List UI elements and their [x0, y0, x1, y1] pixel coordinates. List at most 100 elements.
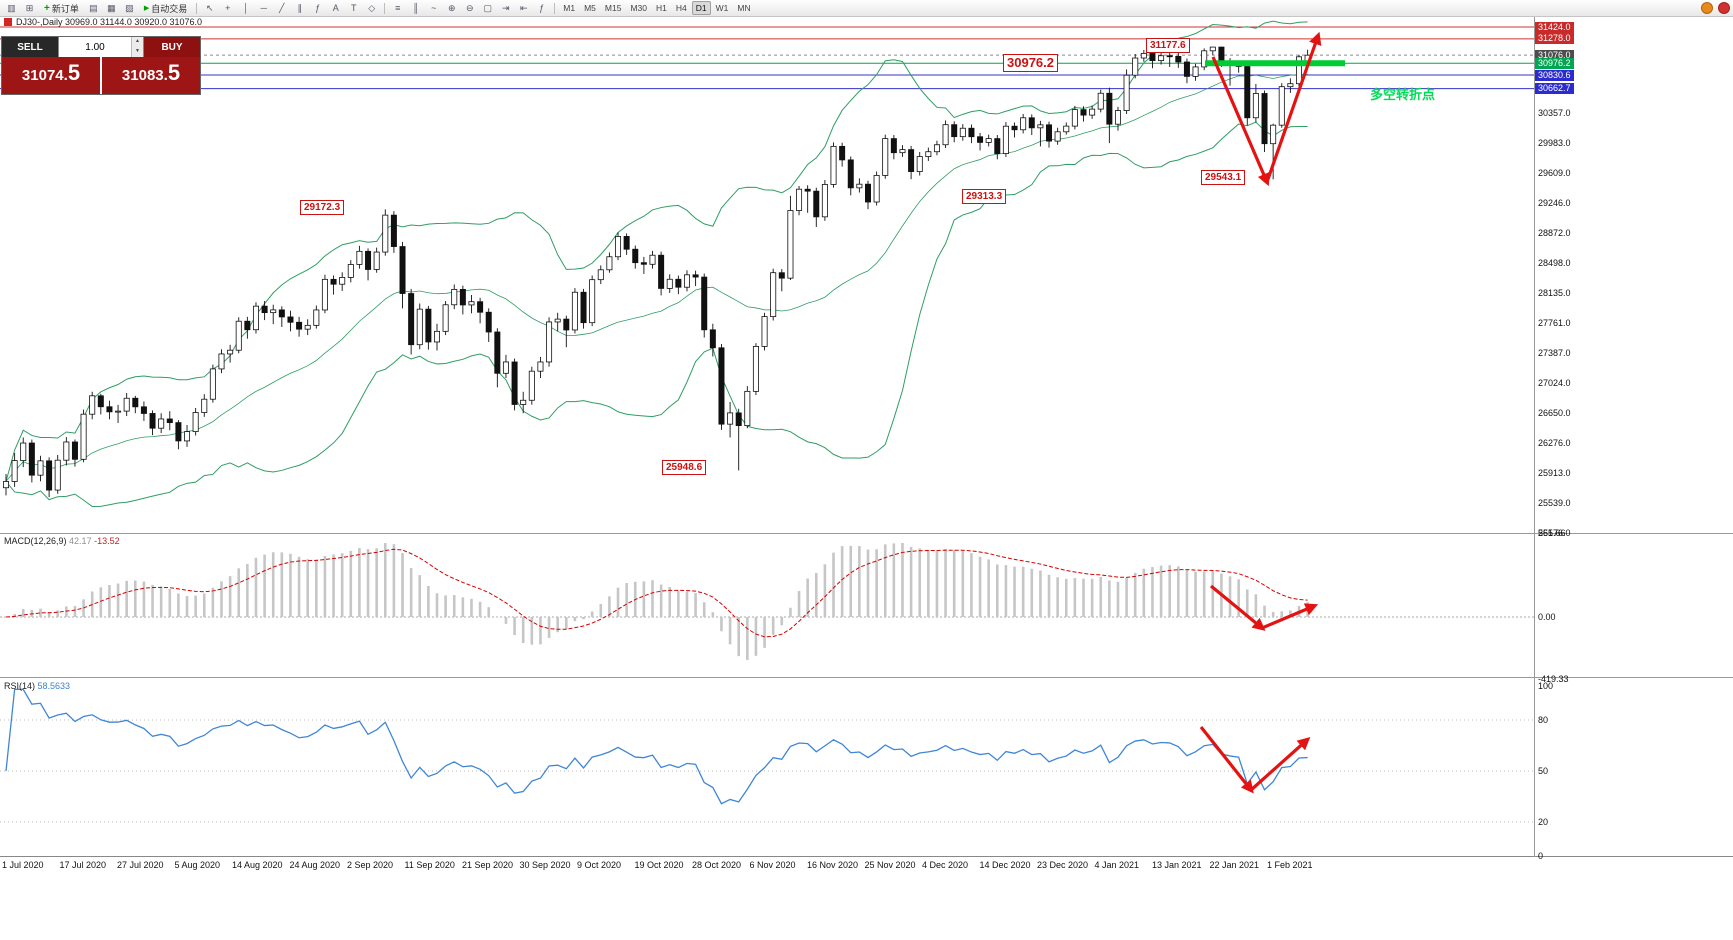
- price-level-tag-red: 31424.0: [1535, 21, 1574, 33]
- sell-price[interactable]: 31074. 5: [2, 57, 100, 94]
- price-annotation[interactable]: 31177.6: [1146, 38, 1190, 53]
- turning-point-note[interactable]: 多空转折点: [1370, 87, 1436, 102]
- rsi-indicator-label: RSI(14) 58.5633: [4, 681, 71, 691]
- line-chart-icon[interactable]: ~: [431, 2, 437, 13]
- rsi-scale-label: 20: [1538, 817, 1549, 827]
- volume-field: ▲ ▼: [58, 37, 144, 57]
- buy-price-main: 31083.: [121, 67, 168, 84]
- sell-button[interactable]: SELL: [2, 37, 58, 57]
- buy-price-big-digit: 5: [167, 60, 181, 85]
- sell-price-big-digit: 5: [67, 60, 81, 85]
- timeframe-m15[interactable]: M15: [604, 3, 622, 13]
- autotrade-button[interactable]: ▶ 自动交易: [139, 1, 192, 15]
- rsi-scale-label: 100: [1538, 681, 1554, 691]
- new-order-button[interactable]: + 新订单: [39, 1, 84, 15]
- timeframe-mn[interactable]: MN: [737, 3, 751, 13]
- date-axis-label: 14 Aug 2020: [232, 860, 283, 870]
- fibonacci-icon[interactable]: ƒ: [315, 2, 321, 13]
- auto-scroll-icon[interactable]: ⇥: [501, 2, 510, 13]
- tile-windows-icon[interactable]: ▢: [483, 2, 493, 13]
- shapes-icon[interactable]: ◇: [368, 2, 376, 13]
- date-axis-label: 2 Sep 2020: [347, 860, 394, 870]
- price-annotation[interactable]: 30976.2: [1003, 54, 1058, 72]
- data-window-icon[interactable]: ▦: [107, 2, 116, 13]
- date-axis-label: 22 Jan 2021: [1209, 860, 1260, 870]
- text-icon[interactable]: A: [332, 2, 339, 13]
- volume-spinner: ▲ ▼: [131, 37, 143, 57]
- volume-increase-button[interactable]: ▲: [132, 37, 143, 47]
- volume-decrease-button[interactable]: ▼: [132, 47, 143, 57]
- community-icon[interactable]: [1701, 2, 1713, 14]
- vertical-line-icon[interactable]: │: [242, 2, 249, 13]
- date-axis-label: 28 Oct 2020: [692, 860, 742, 870]
- crosshair-icon[interactable]: +: [225, 2, 231, 13]
- price-annotation[interactable]: 29172.3: [300, 200, 345, 215]
- timeframe-d1[interactable]: D1: [691, 1, 711, 15]
- date-axis-label: 11 Sep 2020: [404, 860, 455, 870]
- indicators-icon[interactable]: ƒ: [539, 2, 545, 13]
- buy-price[interactable]: 31083. 5: [102, 57, 200, 94]
- view-icon-group: ▤ ▦ ▧: [85, 1, 138, 16]
- navigator-icon[interactable]: ▧: [125, 2, 134, 13]
- horizontal-line-icon[interactable]: ─: [260, 2, 267, 13]
- timeframe-m1[interactable]: M1: [563, 3, 576, 13]
- price-level-tag-blue: 30662.7: [1535, 83, 1574, 95]
- rsi-scale-label: 0: [1538, 851, 1544, 861]
- date-axis-label: 21 Sep 2020: [462, 860, 514, 870]
- file-icon-group: ▥ ⊞: [3, 1, 38, 16]
- new-chart-icon[interactable]: ▥: [7, 2, 16, 13]
- date-axis-label: 24 Aug 2020: [289, 860, 341, 870]
- cursor-icon[interactable]: ↖: [205, 2, 214, 13]
- date-axis-label: 27 Jul 2020: [117, 860, 164, 870]
- timeframe-m30[interactable]: M30: [630, 3, 647, 13]
- buy-button[interactable]: BUY: [144, 37, 200, 57]
- chart-shift-icon[interactable]: ⇤: [519, 2, 528, 13]
- date-axis-label: 25 Nov 2020: [864, 860, 916, 870]
- rsi-scale-label: 50: [1538, 766, 1549, 776]
- rsi-scale-label: 80: [1538, 715, 1549, 725]
- price-scale-label: 29983.0: [1538, 138, 1571, 149]
- zoom-in-icon[interactable]: ⊕: [447, 2, 456, 13]
- price-scale-label: 26650.0: [1538, 408, 1571, 419]
- market-watch-icon[interactable]: ▤: [89, 2, 98, 13]
- price-level-tag-red: 31278.0: [1535, 33, 1574, 45]
- timeframe-m5[interactable]: M5: [584, 3, 596, 13]
- macd-scale-label: 0.00: [1538, 612, 1556, 622]
- price-annotation[interactable]: 29543.1: [1201, 170, 1246, 185]
- chart-icon-group: ≡ ║ ~ ⊕ ⊖ ▢ ⇥ ⇤ ƒ: [389, 1, 550, 16]
- date-axis-label: 6 Nov 2020: [749, 860, 796, 870]
- price-scale-label: 26276.0: [1538, 438, 1571, 449]
- price-level-tag-green: 30976.2: [1535, 57, 1574, 69]
- date-axis-label: 23 Dec 2020: [1037, 860, 1089, 870]
- date-axis-label: 1 Jul 2020: [2, 860, 44, 870]
- zoom-out-icon[interactable]: ⊖: [465, 2, 474, 13]
- date-axis-label: 14 Dec 2020: [979, 860, 1031, 870]
- bar-chart-icon[interactable]: ≡: [395, 2, 401, 13]
- label-icon[interactable]: T: [351, 2, 357, 13]
- trendline-icon[interactable]: ╱: [279, 2, 285, 13]
- timeframe-w1[interactable]: W1: [715, 3, 729, 13]
- price-level-tag-cur: 31076.0: [1535, 49, 1574, 61]
- profiles-icon[interactable]: ⊞: [25, 2, 34, 13]
- price-annotation[interactable]: 25948.6: [662, 460, 707, 475]
- price-scale-label: 25176.0: [1538, 527, 1571, 538]
- timeframe-h4[interactable]: H4: [675, 3, 687, 13]
- plus-icon: +: [44, 2, 50, 14]
- channel-icon[interactable]: ∥: [297, 2, 303, 13]
- price-scale-label: 30357.0: [1538, 107, 1571, 118]
- play-icon: ▶: [143, 5, 150, 12]
- right-icon-group: [1697, 2, 1730, 14]
- toolbar-separator: [196, 2, 198, 14]
- timeframe-h1[interactable]: H1: [655, 3, 667, 13]
- date-axis-label: 5 Aug 2020: [174, 860, 221, 870]
- candlestick-chart-icon[interactable]: ║: [412, 2, 419, 13]
- price-scale-label: 28872.0: [1538, 228, 1571, 239]
- timeframe-group: M1 M5 M15 M30 H1 H4 D1 W1 MN: [559, 1, 754, 15]
- price-scale-label: 27024.0: [1538, 377, 1571, 388]
- date-axis-label: 1 Feb 2021: [1267, 860, 1313, 870]
- price-annotation[interactable]: 29313.3: [962, 189, 1007, 204]
- volume-input[interactable]: [59, 37, 131, 57]
- live-update-icon[interactable]: [1718, 2, 1730, 14]
